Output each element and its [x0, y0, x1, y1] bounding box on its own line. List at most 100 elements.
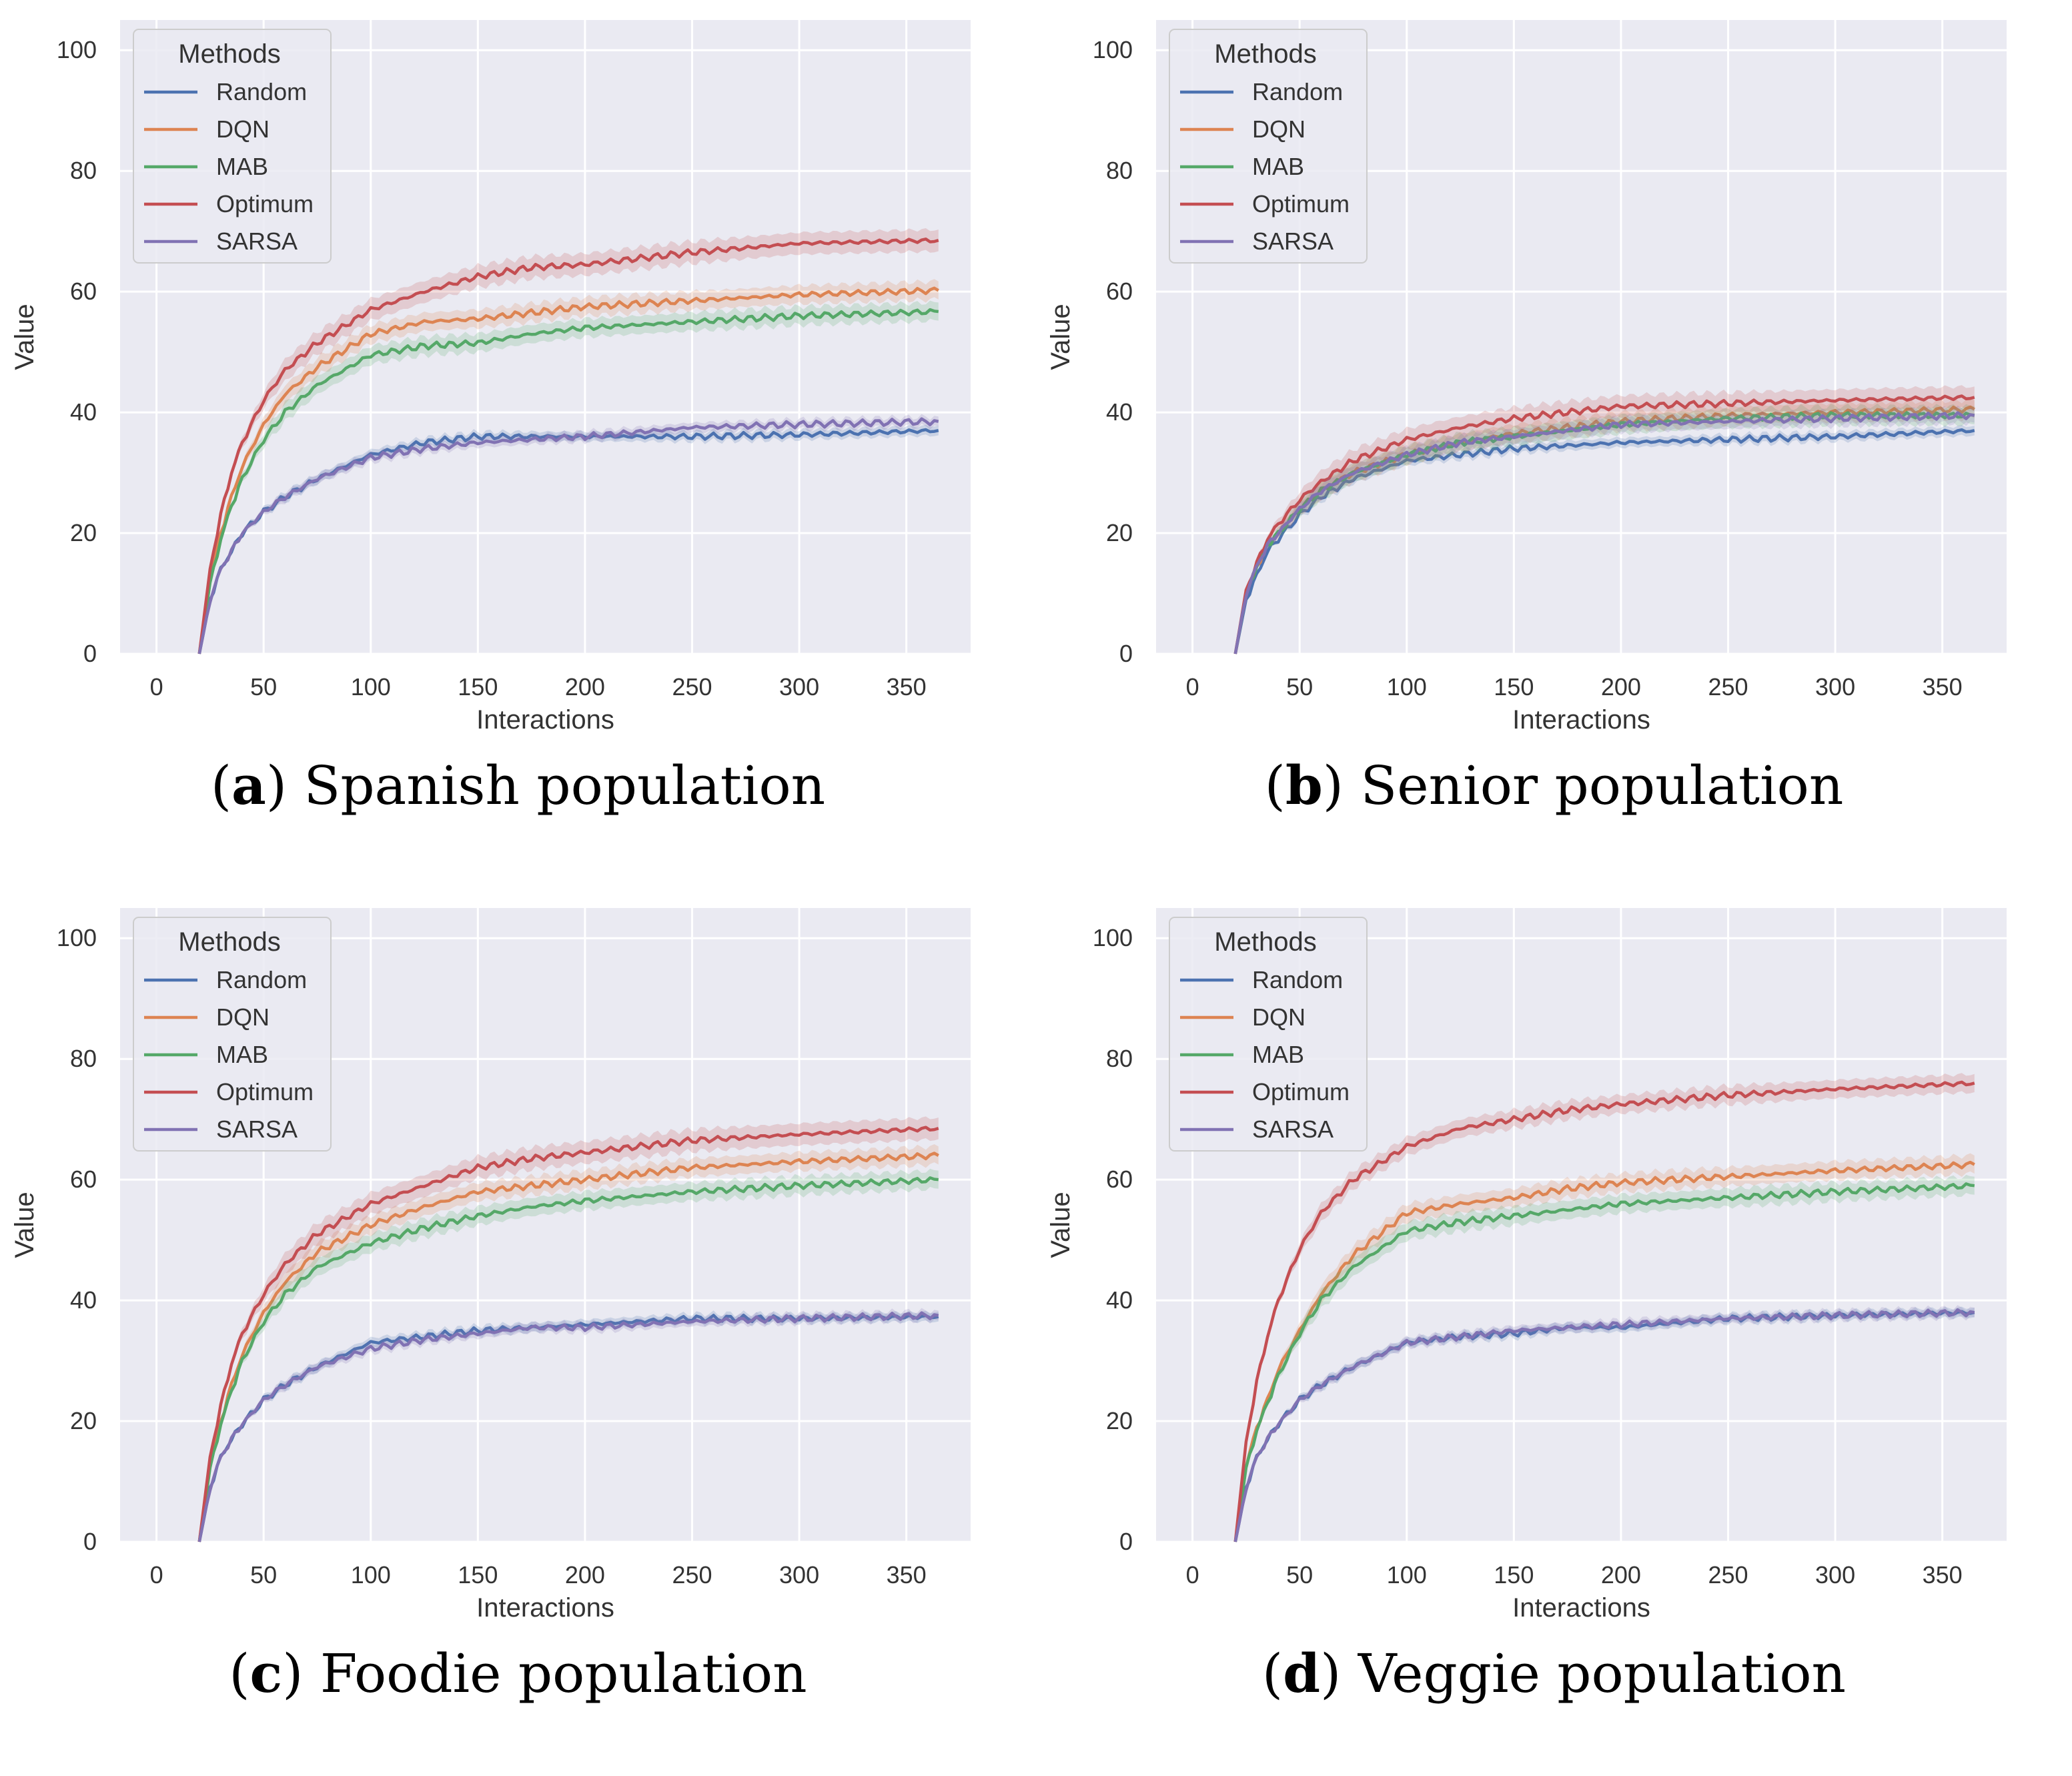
chart-panel-c: 0 50 100 150 200 250 300 350 0 20 40 60 80 100 Interac… [0, 888, 1036, 1776]
chart-c-legend-label-sarsa: SARSA [216, 1116, 298, 1143]
chart-c-caption: (c) Foodie population [229, 1642, 807, 1705]
chart-panel-a: 0 50 100 150 200 250 300 350 0 20 40 60 80 100 Interac… [0, 0, 1036, 888]
chart-b-ylabel: Value [1046, 304, 1075, 370]
chart-b-xtick-label: 250 [1708, 673, 1748, 701]
chart-a-legend: Methods Random DQN MAB Optimum SARSA [133, 29, 332, 264]
chart-c-ytick-label: 60 [70, 1166, 97, 1193]
chart-a-ytick-label: 40 [70, 398, 97, 426]
chart-d-xtick-label: 50 [1286, 1561, 1313, 1589]
chart-a-series-mab [197, 308, 939, 654]
chart-d-legend-label-mab: MAB [1252, 1041, 1304, 1068]
chart-a-xtick-label: 300 [779, 673, 819, 701]
chart-b-ytick-label: 20 [1106, 519, 1133, 546]
chart-a-ytick-label: 100 [57, 36, 97, 63]
chart-a-xtick-label: 200 [565, 673, 605, 701]
chart-d-legend-label-sarsa: SARSA [1252, 1116, 1334, 1143]
chart-d-ytick-label: 60 [1106, 1166, 1133, 1193]
chart-c-xtick-label: 250 [672, 1561, 712, 1589]
chart-d-xtick-label: 200 [1601, 1561, 1641, 1589]
chart-b-series-random [1233, 428, 1975, 654]
chart-b-legend-label-sarsa: SARSA [1252, 228, 1334, 255]
chart-a-xtick-label: 150 [458, 673, 498, 701]
chart-c-legend-label-optimum: Optimum [216, 1078, 314, 1105]
chart-d-xlabel: Interactions [1512, 1593, 1650, 1623]
chart-a-xtick-label: 0 [150, 673, 163, 701]
chart-c-ytick-label: 40 [70, 1286, 97, 1314]
chart-b-xtick-label: 150 [1494, 673, 1534, 701]
chart-b-xtick-label: 200 [1601, 673, 1641, 701]
chart-b-legend-label-dqn: DQN [1252, 115, 1306, 143]
chart-c-svg: 0 50 100 150 200 250 300 350 0 20 40 60 80 100 Interac… [10, 908, 971, 1623]
chart-c-legend: Methods Random DQN MAB Optimum SARSA [133, 917, 332, 1152]
chart-b-legend-label-mab: MAB [1252, 153, 1304, 180]
chart-b-caption: (b) Senior population [1264, 754, 1844, 817]
chart-a-xtick-label: 100 [351, 673, 391, 701]
chart-a-legend-label-mab: MAB [216, 153, 268, 180]
chart-d-ytick-label: 40 [1106, 1286, 1133, 1314]
chart-c-ytick-label: 80 [70, 1045, 97, 1072]
chart-c-xtick-label: 200 [565, 1561, 605, 1589]
chart-d-xtick-label: 150 [1494, 1561, 1534, 1589]
chart-b-xtick-label: 50 [1286, 673, 1313, 701]
chart-d-svg: 0 50 100 150 200 250 300 350 0 20 40 60 80 100 Interac… [1046, 908, 2007, 1623]
chart-b-xtick-label: 0 [1186, 673, 1199, 701]
chart-b-xtick-label: 100 [1387, 673, 1427, 701]
chart-a-ytick-label: 0 [83, 640, 97, 667]
chart-c-series-dqn [197, 1152, 939, 1542]
chart-d-xtick-label: 100 [1387, 1561, 1427, 1589]
chart-a-caption: (a) Spanish population [210, 754, 826, 817]
chart-c-ylabel: Value [10, 1192, 39, 1258]
chart-c-xtick-label: 0 [150, 1561, 163, 1589]
chart-a-legend-title: Methods [178, 39, 280, 69]
chart-c-xtick-label: 300 [779, 1561, 819, 1589]
chart-a-legend-label-optimum: Optimum [216, 190, 314, 217]
chart-b-xlabel: Interactions [1512, 705, 1650, 735]
chart-b-ytick-label: 40 [1106, 398, 1133, 426]
chart-d-legend-label-optimum: Optimum [1252, 1078, 1350, 1105]
chart-b-xtick-label: 300 [1815, 673, 1855, 701]
chart-b-legend-label-optimum: Optimum [1252, 190, 1350, 217]
chart-d-legend-label-dqn: DQN [1252, 1003, 1306, 1031]
chart-d-xtick-label: 0 [1186, 1561, 1199, 1589]
chart-d-series-sarsa [1233, 1308, 1975, 1542]
chart-a-series-dqn [197, 286, 939, 654]
chart-a-ytick-label: 60 [70, 278, 97, 305]
chart-c-series-sarsa [197, 1311, 939, 1542]
chart-a-ylabel: Value [10, 304, 39, 370]
chart-d-ylabel: Value [1046, 1192, 1075, 1258]
chart-d-ytick-label: 20 [1106, 1407, 1133, 1434]
chart-panel-b: 0 50 100 150 200 250 300 350 0 20 40 60 80 100 Interac… [1036, 0, 2072, 888]
chart-d-legend: Methods Random DQN MAB Optimum SARSA [1169, 917, 1368, 1152]
chart-a-legend-label-random: Random [216, 78, 307, 105]
chart-c-xtick-label: 350 [887, 1561, 927, 1589]
chart-a-ytick-label: 20 [70, 519, 97, 546]
chart-c-series-optimum [197, 1126, 939, 1542]
chart-a-ytick-label: 80 [70, 157, 97, 184]
chart-d-series-optimum [1233, 1080, 1975, 1542]
chart-d-series-dqn [1233, 1160, 1975, 1542]
chart-a-xtick-label: 350 [887, 673, 927, 701]
chart-b-legend-title: Methods [1214, 39, 1316, 69]
chart-b-series-sarsa [1233, 411, 1975, 654]
chart-d-ytick-label: 100 [1093, 924, 1133, 951]
chart-d-ytick-label: 0 [1119, 1528, 1133, 1555]
chart-c-legend-title: Methods [178, 927, 280, 957]
chart-c-series-mab [197, 1176, 939, 1542]
chart-b-svg: 0 50 100 150 200 250 300 350 0 20 40 60 80 100 Interac… [1046, 20, 2007, 735]
chart-d-legend-title: Methods [1214, 927, 1316, 957]
chart-b-ytick-label: 80 [1106, 157, 1133, 184]
chart-c-legend-label-random: Random [216, 966, 307, 993]
chart-a-legend-label-dqn: DQN [216, 115, 270, 143]
chart-c-legend-label-dqn: DQN [216, 1003, 270, 1031]
chart-b-legend: Methods Random DQN MAB Optimum SARSA [1169, 29, 1368, 264]
chart-b-legend-label-random: Random [1252, 78, 1343, 105]
chart-d-xtick-label: 350 [1923, 1561, 1963, 1589]
chart-c-ytick-label: 20 [70, 1407, 97, 1434]
chart-d-ytick-label: 80 [1106, 1045, 1133, 1072]
chart-c-xtick-label: 50 [250, 1561, 277, 1589]
chart-d-caption: (d) Veggie population [1261, 1642, 1847, 1705]
chart-a-legend-label-sarsa: SARSA [216, 228, 298, 255]
chart-panel-d: 0 50 100 150 200 250 300 350 0 20 40 60 80 100 Interac… [1036, 888, 2072, 1776]
chart-b-ytick-label: 0 [1119, 640, 1133, 667]
chart-c-xtick-label: 150 [458, 1561, 498, 1589]
